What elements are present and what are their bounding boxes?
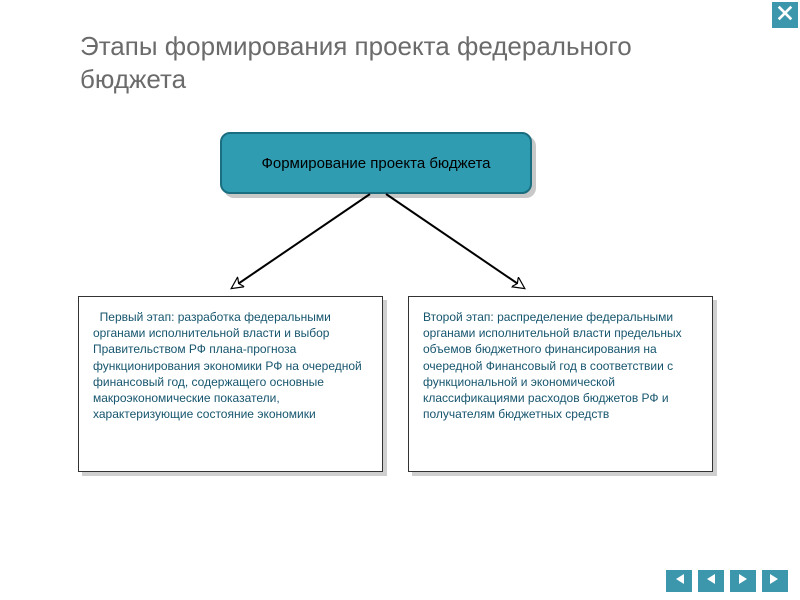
- nav-prev-button[interactable]: [698, 570, 724, 592]
- page-title: Этапы формирования проекта федерального …: [80, 30, 740, 95]
- nav-last-button[interactable]: [762, 570, 788, 592]
- skip-forward-icon: [768, 572, 782, 591]
- chevron-left-icon: [704, 572, 718, 591]
- skip-back-icon: [672, 572, 686, 591]
- nav-next-button[interactable]: [730, 570, 756, 592]
- close-icon: [776, 4, 794, 27]
- nav-bar: [666, 570, 788, 592]
- chevron-right-icon: [736, 572, 750, 591]
- close-button[interactable]: [772, 2, 798, 28]
- nav-first-button[interactable]: [666, 570, 692, 592]
- stage-text: Второй этап: распределение федеральными …: [423, 309, 698, 422]
- stage-box-1: Первый этап: разработка федеральными орг…: [78, 296, 383, 472]
- stage-text: Первый этап: разработка федеральными орг…: [93, 309, 368, 422]
- root-node-label: Формирование проекта бюджета: [261, 155, 490, 172]
- stage-box-2: Второй этап: распределение федеральными …: [408, 296, 713, 472]
- root-node: Формирование проекта бюджета: [220, 132, 532, 194]
